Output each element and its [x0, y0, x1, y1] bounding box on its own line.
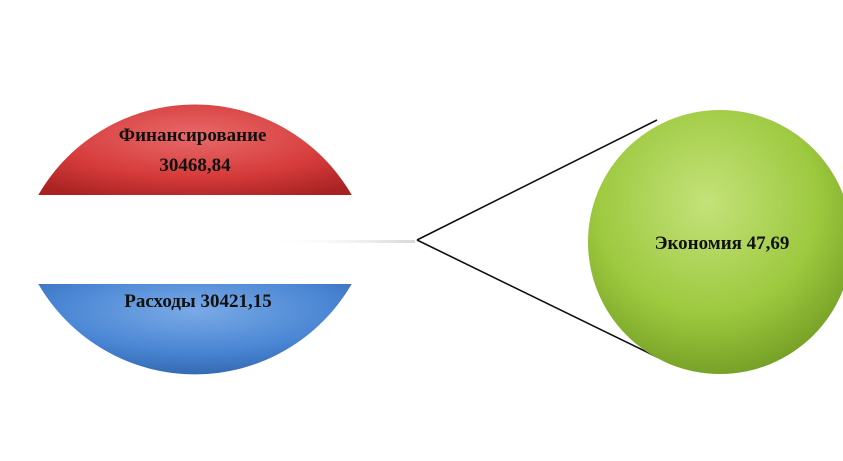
slice-label-savings: Экономия 47,69	[655, 233, 790, 254]
center-shadow	[265, 240, 415, 243]
connector-line-top	[416, 119, 658, 241]
pie-slice-savings-detail	[588, 110, 843, 374]
slice-label-financing-value: 30468,84	[159, 155, 231, 176]
pie-slice-financing	[38, 104, 352, 195]
slice-label-financing: Финансирование 30468,84	[119, 125, 271, 176]
pie-slice-expenses	[38, 284, 352, 375]
slice-label-financing-name: Финансирование	[119, 125, 267, 146]
slice-label-expenses: Расходы 30421,15	[124, 291, 271, 312]
connector-line-bottom	[416, 239, 658, 358]
